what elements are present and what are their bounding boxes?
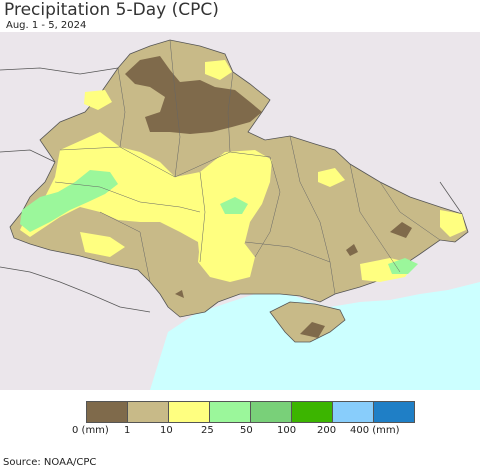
dry-patch-east-small — [346, 244, 358, 256]
source-credit: Source: NOAA/CPC — [3, 457, 97, 468]
dry-area-north — [125, 56, 262, 134]
wet-area-east-2 — [440, 210, 466, 237]
legend-swatch-0 — [87, 402, 128, 422]
legend-swatch-1 — [128, 402, 169, 422]
legend-labels: 0 (mm) 1 10 25 50 100 200 400 (mm) — [0, 425, 480, 439]
green-area-central — [220, 197, 248, 214]
legend-label-25: 25 — [201, 425, 214, 436]
legend-swatch-200 — [333, 402, 374, 422]
legend-swatch-25 — [210, 402, 251, 422]
dry-patch-crimea — [300, 322, 325, 338]
dry-patch-south — [175, 290, 184, 298]
legend-swatch-100 — [292, 402, 333, 422]
wet-area-west — [20, 132, 272, 264]
legend-label-400: 400 (mm) — [350, 425, 400, 436]
wet-area-northwest — [84, 90, 112, 110]
map-title: Precipitation 5-Day (CPC) — [4, 0, 219, 20]
legend-label-50: 50 — [240, 425, 253, 436]
oblast-borders — [54, 39, 441, 295]
legend-swatch-10 — [169, 402, 210, 422]
legend-label-100: 100 — [277, 425, 297, 436]
green-area-southeast — [388, 258, 418, 274]
wet-area-south-west — [80, 232, 125, 257]
legend-swatch-400 — [374, 402, 414, 422]
wet-area-north — [205, 60, 232, 80]
neighbor-borders — [0, 67, 463, 313]
legend-label-10: 10 — [160, 425, 173, 436]
legend-swatch-50 — [251, 402, 292, 422]
wet-area-south-central — [198, 237, 255, 282]
legend-color-bar — [86, 401, 415, 423]
dry-patch-east — [390, 222, 412, 238]
legend-label-0: 0 (mm) — [72, 425, 109, 436]
green-area-west — [20, 170, 118, 232]
date-range: Aug. 1 - 5, 2024 — [6, 20, 87, 31]
wet-area-east — [318, 168, 345, 187]
crimea — [269, 301, 346, 343]
legend-label-1: 1 — [124, 425, 131, 436]
precipitation-map — [0, 32, 480, 390]
legend-label-200: 200 — [317, 425, 337, 436]
